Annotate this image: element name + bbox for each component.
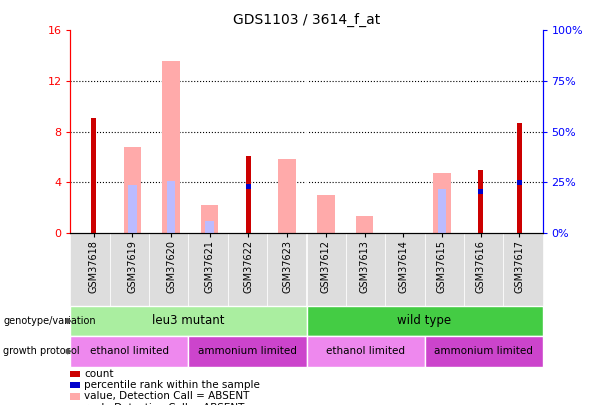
Text: leu3 mutant: leu3 mutant bbox=[152, 314, 225, 328]
Bar bbox=[128, 185, 137, 233]
Bar bbox=[246, 183, 251, 189]
Text: growth protocol: growth protocol bbox=[3, 346, 80, 356]
Text: rank, Detection Call = ABSENT: rank, Detection Call = ABSENT bbox=[84, 403, 245, 405]
Bar bbox=[317, 195, 335, 233]
Bar bbox=[167, 181, 175, 233]
Bar bbox=[201, 205, 218, 233]
Bar bbox=[478, 189, 483, 194]
Text: genotype/variation: genotype/variation bbox=[3, 316, 96, 326]
Bar bbox=[517, 123, 522, 233]
Bar bbox=[124, 147, 141, 233]
Text: ammonium limited: ammonium limited bbox=[434, 346, 533, 356]
Bar bbox=[162, 61, 180, 233]
Bar bbox=[278, 160, 296, 233]
Bar bbox=[205, 222, 214, 233]
Bar bbox=[356, 216, 373, 233]
Title: GDS1103 / 3614_f_at: GDS1103 / 3614_f_at bbox=[233, 13, 380, 27]
Text: ammonium limited: ammonium limited bbox=[198, 346, 297, 356]
Text: wild type: wild type bbox=[397, 314, 452, 328]
Text: count: count bbox=[84, 369, 113, 379]
Text: ethanol limited: ethanol limited bbox=[326, 346, 405, 356]
Bar bbox=[517, 180, 522, 185]
Text: value, Detection Call = ABSENT: value, Detection Call = ABSENT bbox=[84, 392, 249, 401]
Bar bbox=[246, 156, 251, 233]
Text: ethanol limited: ethanol limited bbox=[90, 346, 169, 356]
Bar bbox=[478, 170, 483, 233]
Bar bbox=[433, 173, 451, 233]
Bar bbox=[91, 118, 96, 233]
Bar bbox=[438, 189, 446, 233]
Text: percentile rank within the sample: percentile rank within the sample bbox=[84, 380, 260, 390]
